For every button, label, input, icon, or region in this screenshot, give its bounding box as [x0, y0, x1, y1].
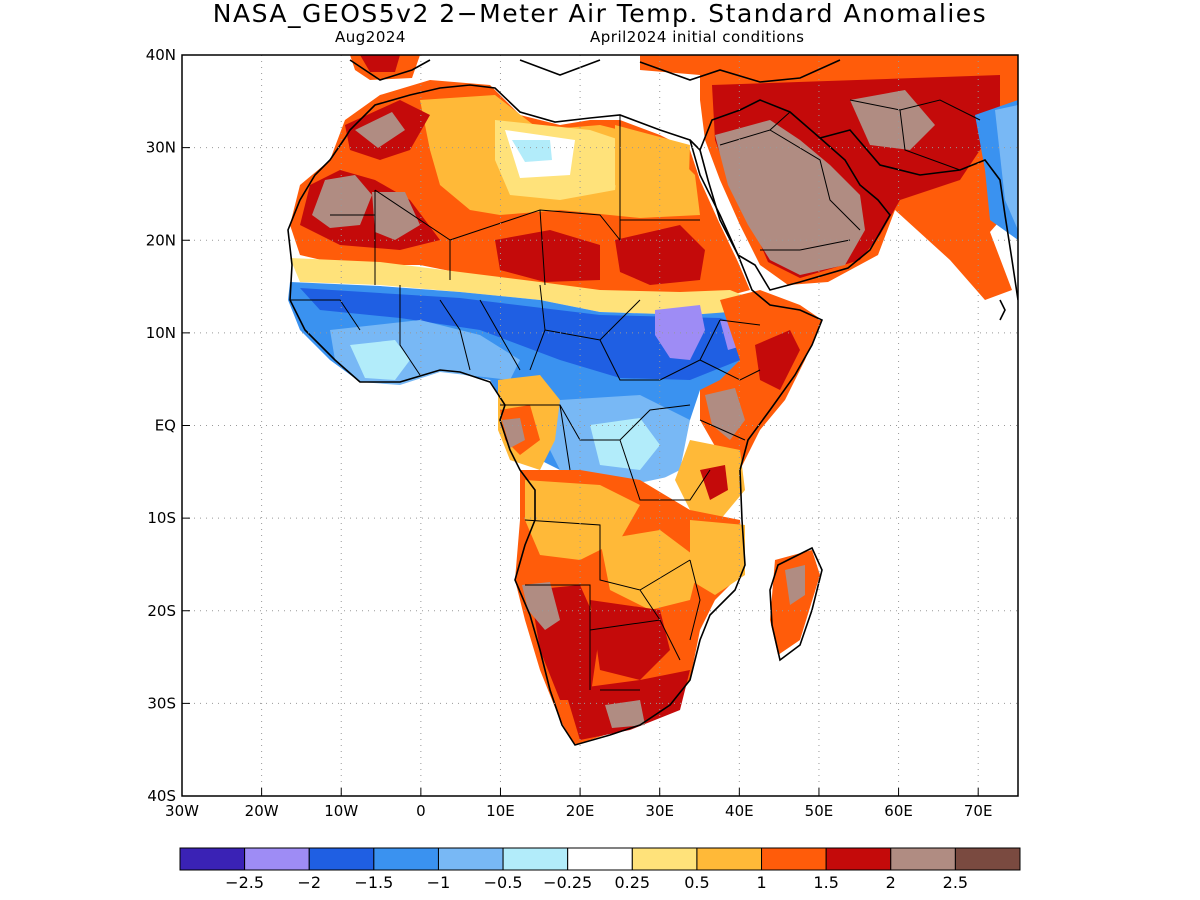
lat-lon-grid [182, 55, 1018, 796]
colorbar-label: −2 [297, 873, 321, 892]
colorbar-swatch [308, 847, 375, 871]
map-title: NASA_GEOS5v2 2−Meter Air Temp. Standard … [212, 0, 988, 28]
valid-month: Aug2024 [335, 28, 406, 46]
colorbar-label: −2.5 [225, 873, 264, 892]
field-iran-brown [850, 90, 935, 150]
lon-label: 30E [645, 802, 674, 820]
lat-label: 30N [146, 139, 176, 157]
field-mauritania-brown [372, 192, 420, 240]
lat-label: 20S [147, 602, 176, 620]
latitude-labels: 40N 30N 20N 10N EQ 10S 20S 30S 40S [146, 46, 176, 805]
colorbar-swatch [244, 847, 310, 871]
africa-coastline [287, 84, 824, 746]
lat-label: 40N [146, 46, 176, 64]
axis-ticks [181, 54, 979, 797]
colorbar-swatch [373, 847, 439, 871]
colorbar-swatch [825, 847, 892, 871]
iran-coastline [819, 129, 1018, 301]
border-south [524, 519, 701, 691]
colorbar-swatch [179, 847, 246, 871]
country-borders [290, 99, 981, 691]
colorbar-label: −1 [427, 873, 451, 892]
lat-label: 20N [146, 231, 176, 249]
lon-label: 30W [165, 802, 199, 820]
lat-label: 10N [146, 324, 176, 342]
field-somalia-red [755, 330, 800, 390]
field-egypt-yellow [615, 125, 690, 210]
colorbar-swatch [631, 847, 698, 871]
field-morocco-brown [355, 112, 405, 148]
lat-label: 40S [147, 787, 176, 805]
colorbar-label: 2.5 [943, 873, 968, 892]
lat-label: 30S [147, 694, 176, 712]
field-iberia-red [360, 55, 400, 72]
lon-label: 0 [416, 802, 426, 820]
lon-label: 10W [324, 802, 358, 820]
colorbar-swatch [890, 847, 956, 871]
border-arabia [719, 111, 861, 251]
lon-label: 50E [805, 802, 834, 820]
lon-label: 10E [486, 802, 515, 820]
europe-coastline [349, 59, 841, 83]
colorbar-swatch [954, 847, 1021, 871]
field-botswana-red [590, 600, 670, 680]
field-sudan-red [615, 225, 705, 285]
field-south-africa-brown [605, 700, 645, 728]
colorbar-swatch [696, 847, 763, 871]
coastlines [287, 59, 1018, 746]
field-guinea-cyan [350, 340, 410, 380]
colorbar [179, 847, 1021, 871]
longitude-labels: 30W 20W 10W 0 10E 20E 30E 40E 50E 60E 70E [165, 802, 992, 820]
border-iran [849, 99, 981, 171]
field-zambia-orange [600, 530, 700, 610]
lon-label: 40E [725, 802, 754, 820]
field-namibia-brown [522, 582, 560, 630]
lon-label: 20E [566, 802, 595, 820]
colorbar-swatch [437, 847, 504, 871]
field-sahel-blue [300, 288, 745, 380]
anomaly-field [288, 55, 1018, 745]
initial-conditions: April2024 initial conditions [590, 28, 805, 46]
colorbar-swatch [761, 847, 827, 871]
colorbar-label: 0.5 [684, 873, 709, 892]
colorbar-label: −0.5 [484, 873, 523, 892]
border-sahel-1 [290, 284, 721, 381]
border-central [500, 404, 711, 501]
field-arabia-brown [715, 120, 865, 275]
lon-label: 70E [964, 802, 993, 820]
border-sahara-1 [330, 115, 700, 286]
colorbar-label: 1 [756, 873, 766, 892]
field-libya-cyan [512, 140, 552, 162]
colorbar-swatch [502, 847, 569, 871]
colorbar-swatch [567, 847, 633, 871]
lon-label: 60E [884, 802, 913, 820]
colorbar-label: −0.25 [543, 873, 592, 892]
colorbar-label: −1.5 [354, 873, 393, 892]
field-india-light [995, 105, 1018, 230]
lon-label: 20W [245, 802, 279, 820]
red-sea-line [689, 139, 701, 151]
field-madagascar-brown [785, 565, 805, 605]
island-1 [999, 299, 1006, 321]
field-madagascar [770, 550, 820, 655]
field-niger-red [495, 230, 600, 282]
colorbar-label: 2 [886, 873, 896, 892]
lat-label: EQ [155, 417, 176, 435]
field-gabon-brown [502, 418, 525, 448]
colorbar-label: 0.25 [614, 873, 650, 892]
colorbar-label: 1.5 [813, 873, 838, 892]
field-congo-cyan [590, 418, 660, 470]
colorbar-labels: −2.5 −2 −1.5 −1 −0.5 −0.25 0.25 0.5 1 1.5 2 2.5 [225, 873, 968, 892]
border-east [699, 319, 761, 441]
field-moz-orange [690, 520, 745, 595]
madagascar-coastline [769, 546, 823, 662]
lat-label: 10S [147, 509, 176, 527]
